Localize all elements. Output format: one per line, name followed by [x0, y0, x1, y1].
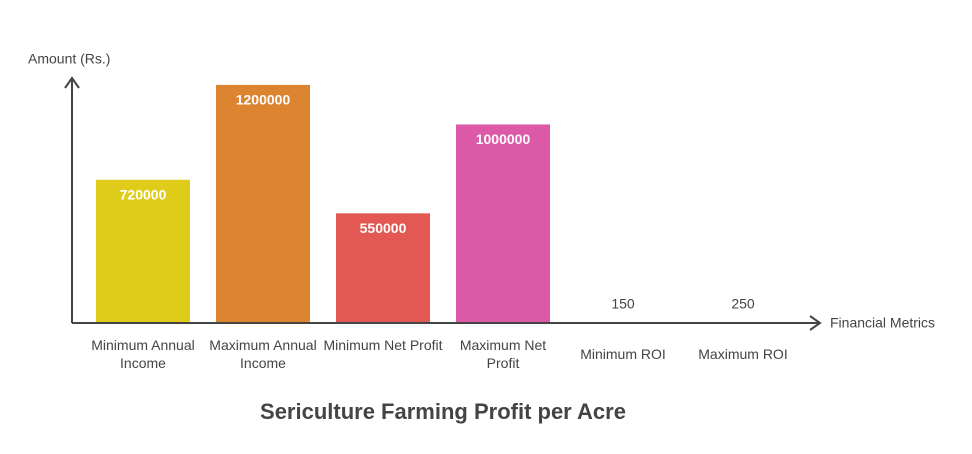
value-label: 1200000 — [236, 92, 291, 108]
x-tick-label-box: Maximum Annual Income — [209, 337, 317, 371]
bar — [336, 213, 430, 322]
x-tick-label-box: Maximum Net Profit — [459, 337, 547, 371]
bar — [96, 179, 190, 322]
value-label: 250 — [731, 296, 755, 312]
x-tick-label-box: Minimum Net Profit — [323, 337, 443, 353]
value-label: 720000 — [120, 186, 167, 202]
value-label: 150 — [611, 296, 635, 312]
x-tick-label: Minimum ROI — [580, 346, 666, 362]
x-tick-label: Minimum Net Profit — [323, 337, 443, 353]
y-axis — [64, 76, 80, 323]
value-label: 550000 — [360, 220, 407, 236]
chart-title: Sericulture Farming Profit per Acre — [260, 399, 626, 424]
x-tick-label-box: Minimum Annual Income — [91, 337, 195, 371]
x-axis — [72, 315, 822, 331]
x-axis-label: Financial Metrics — [830, 315, 935, 331]
x-tick-label: Maximum Net Profit — [459, 337, 547, 371]
x-tick-label-box: Minimum ROI — [580, 346, 666, 362]
x-tick-label-box: Maximum ROI — [698, 346, 788, 362]
x-tick-label: Minimum Annual Income — [91, 337, 195, 371]
x-tick-label: Maximum Annual Income — [209, 337, 317, 371]
bar — [456, 124, 550, 322]
value-label: 1000000 — [476, 131, 531, 147]
bar — [216, 84, 310, 322]
x-tick-label: Maximum ROI — [698, 346, 788, 362]
y-axis-label: Amount (Rs.) — [28, 51, 110, 67]
